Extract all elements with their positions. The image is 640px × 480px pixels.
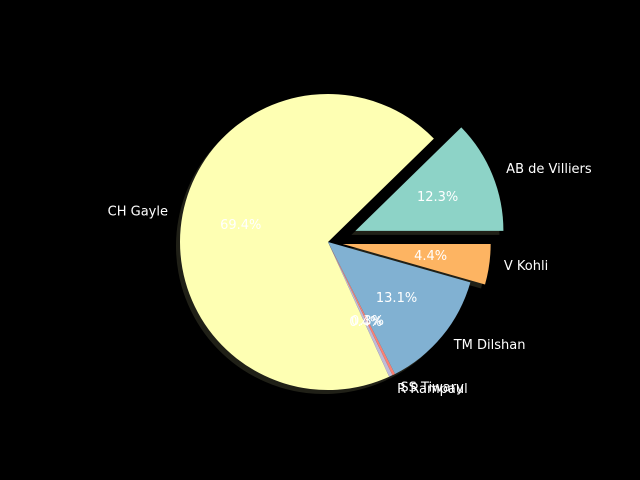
percent-v-kohli: 4.4% bbox=[414, 249, 447, 264]
wedge-ss-tiwary bbox=[328, 242, 396, 376]
wedge-tm-dilshan bbox=[328, 242, 471, 374]
label-ch-gayle: CH Gayle bbox=[108, 204, 168, 219]
percent-ch-gayle: 69.4% bbox=[220, 218, 261, 233]
wedge-v-kohli bbox=[342, 244, 491, 285]
wedge-r-rampaul bbox=[328, 242, 393, 377]
percent-r-rampaul: 0.4% bbox=[349, 315, 382, 330]
percent-ss-tiwary: 0.3% bbox=[351, 314, 384, 329]
pie-wedges bbox=[180, 94, 504, 390]
wedge-ab-de-villiers bbox=[355, 127, 504, 231]
label-r-rampaul: R Rampaul bbox=[397, 382, 468, 397]
label-tm-dilshan: TM Dilshan bbox=[453, 338, 526, 353]
percent-labels: 12.3% 69.4% 0.4%0.3% 13.1% 4.4% bbox=[220, 190, 458, 330]
label-ss-tiwary: SS Tiwary bbox=[400, 380, 464, 395]
wedge-ch-gayle bbox=[180, 94, 434, 390]
percent-tm-dilshan: 13.1% bbox=[376, 291, 417, 306]
label-v-kohli: V Kohli bbox=[504, 259, 548, 274]
label-ab-de-villiers: AB de Villiers bbox=[506, 162, 592, 177]
percent-ab-de-villiers: 12.3% bbox=[417, 190, 458, 205]
